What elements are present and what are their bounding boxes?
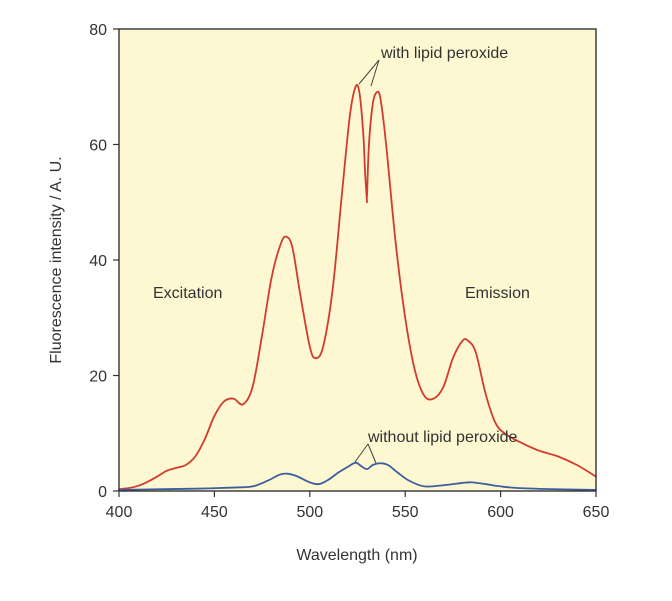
series-line-with-lipid-peroxide-1 bbox=[366, 90, 597, 478]
y-tick-label: 20 bbox=[89, 369, 107, 386]
leader-with-right bbox=[370, 59, 380, 87]
y-axis-label: Fluorescence intensity / A. U. bbox=[48, 156, 65, 363]
x-tick-label: 650 bbox=[583, 504, 610, 521]
x-axis-label: Wavelength (nm) bbox=[296, 547, 417, 564]
leader-without-left bbox=[354, 443, 369, 463]
x-tick-label: 600 bbox=[487, 504, 514, 521]
y-tick-label: 60 bbox=[89, 138, 107, 155]
annotation-emission: Emission bbox=[465, 285, 530, 302]
y-tick-label: 40 bbox=[89, 253, 107, 270]
series-line-with-lipid-peroxide-0 bbox=[118, 83, 368, 491]
x-tick-label: 500 bbox=[296, 504, 323, 521]
annotation-excitation: Excitation bbox=[153, 285, 222, 302]
annotation-without-lipid-peroxide: without lipid peroxide bbox=[367, 429, 518, 446]
y-tick-label: 80 bbox=[89, 22, 107, 39]
series-layer bbox=[118, 83, 597, 491]
series-line-without-lipid-peroxide-0 bbox=[118, 461, 597, 491]
x-tick-label: 550 bbox=[392, 504, 419, 521]
leader-without-right bbox=[367, 443, 377, 464]
annotation-with-lipid-peroxide: with lipid peroxide bbox=[380, 45, 508, 62]
plot-background bbox=[119, 29, 596, 491]
x-ticks: 400 450 500 550 600 650 bbox=[106, 491, 610, 521]
x-tick-label: 400 bbox=[106, 504, 133, 521]
y-tick-label: 0 bbox=[98, 484, 107, 501]
leader-with-left bbox=[358, 59, 380, 85]
x-tick-label: 450 bbox=[201, 504, 228, 521]
y-ticks: 0 20 40 60 80 bbox=[89, 22, 119, 501]
